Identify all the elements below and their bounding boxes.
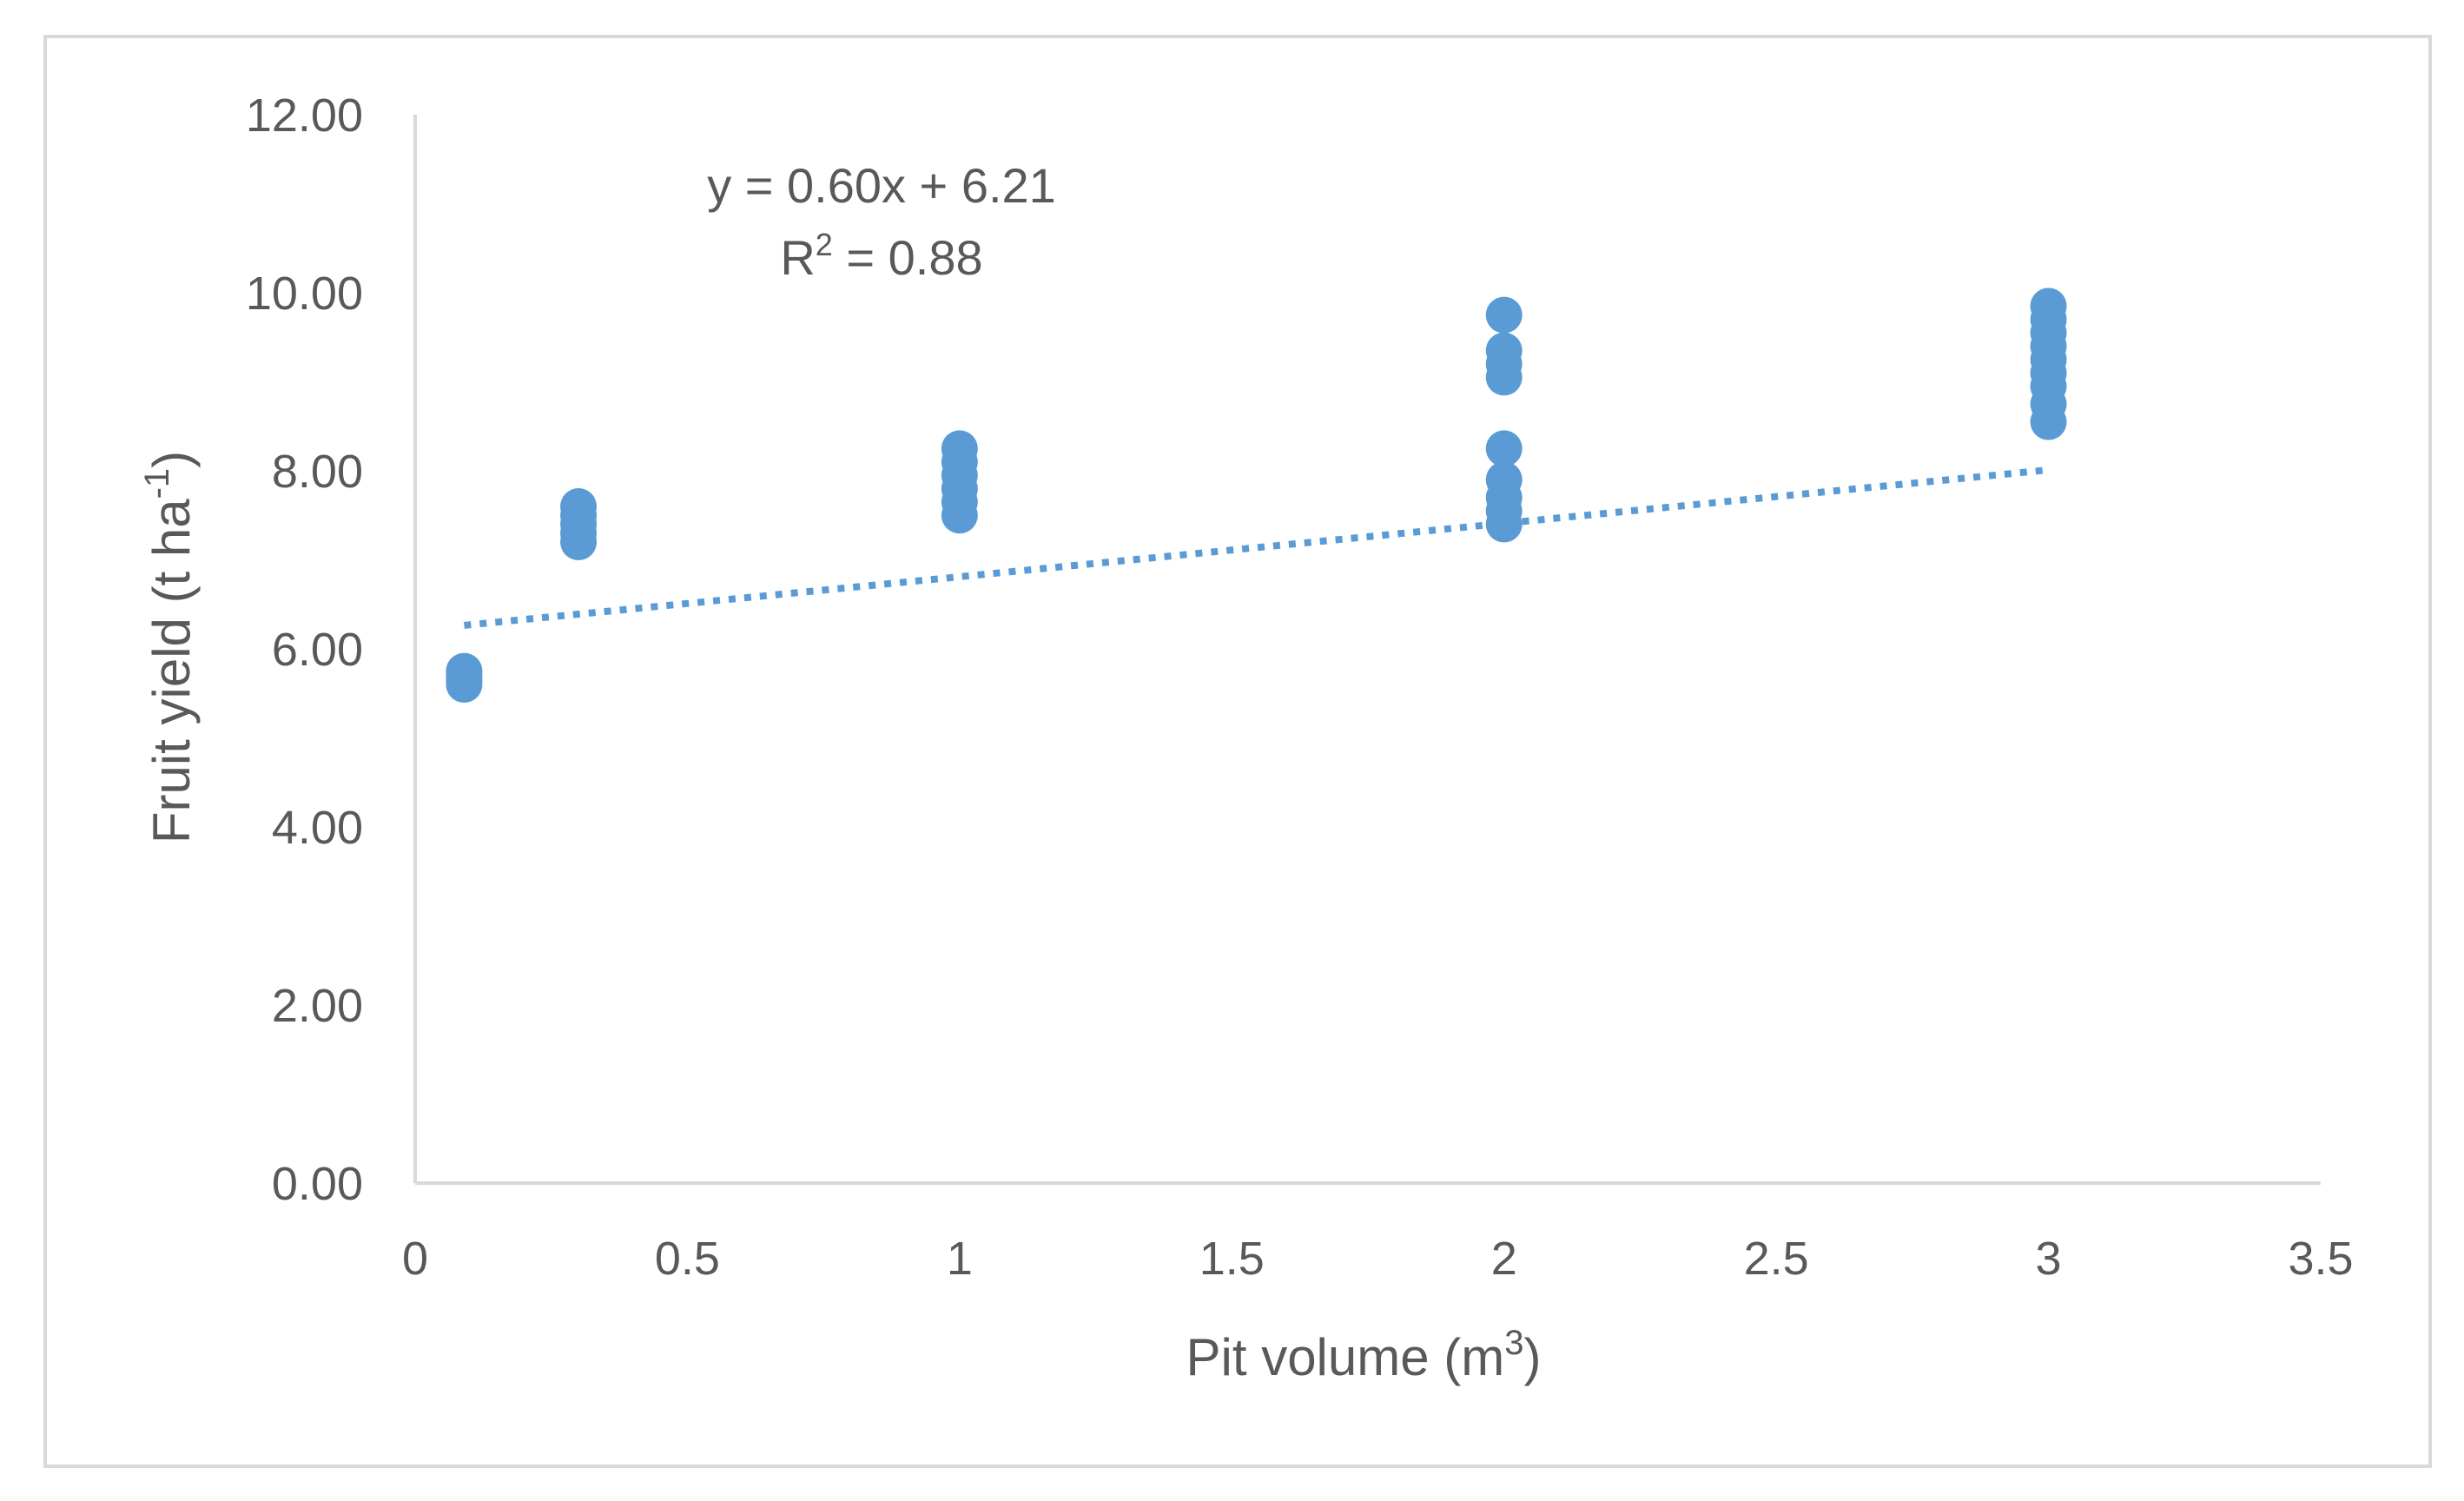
x-tick-label: 1.5 xyxy=(1199,1233,1265,1285)
x-axis-title: Pit volume (m3) xyxy=(1186,1324,1542,1386)
y-axis-title: Fruit yield (t ha-1) xyxy=(138,451,201,843)
data-point xyxy=(560,488,598,525)
trendline-layer xyxy=(464,466,2049,629)
data-point xyxy=(1485,332,1523,369)
x-tick-label: 2 xyxy=(1491,1233,1517,1285)
r-squared-label: R2 = 0.88 xyxy=(780,227,982,285)
y-tick-label: 6.00 xyxy=(272,624,363,676)
data-points xyxy=(446,288,2067,703)
x-tick-label: 3.5 xyxy=(2288,1233,2353,1285)
trendline xyxy=(464,466,2049,629)
x-tick-label: 2.5 xyxy=(1744,1233,1809,1285)
y-tick-label: 10.00 xyxy=(246,268,363,320)
y-tick-label: 2.00 xyxy=(272,980,363,1032)
data-point xyxy=(941,430,978,467)
y-tick-label: 8.00 xyxy=(272,446,363,498)
x-tick-label: 3 xyxy=(2036,1233,2062,1285)
data-point xyxy=(2030,288,2067,325)
tick-labels: 0.00 2.00 4.00 6.00 8.00 10.00 12.00 0 0.5 1 1.5 2 2… xyxy=(246,89,2354,1285)
axes xyxy=(413,115,2321,1185)
chart-frame xyxy=(43,35,2432,1468)
y-tick-label: 12.00 xyxy=(246,89,363,142)
x-tick-label: 0 xyxy=(402,1233,428,1285)
trendline-equation: y = 0.60x + 6.21 xyxy=(707,158,1056,213)
data-point xyxy=(446,652,483,690)
x-tick-label: 1 xyxy=(947,1233,973,1285)
data-point xyxy=(1485,461,1523,499)
x-tick-label: 0.5 xyxy=(655,1233,720,1285)
y-tick-label: 4.00 xyxy=(272,802,363,854)
y-tick-label: 0.00 xyxy=(272,1158,363,1210)
data-point xyxy=(1485,430,1523,467)
data-point xyxy=(1485,296,1523,334)
